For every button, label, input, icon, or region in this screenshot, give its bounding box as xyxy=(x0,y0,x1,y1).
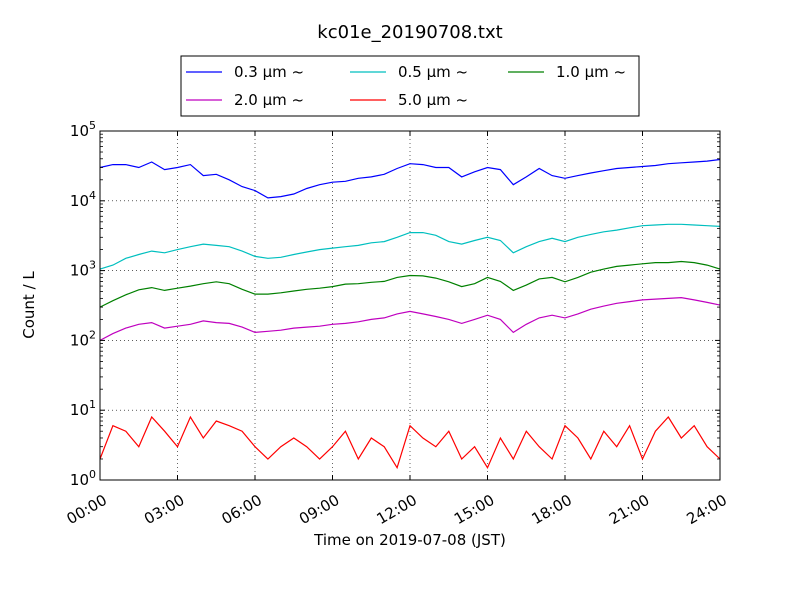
series-line-3 xyxy=(99,296,721,341)
legend-label-2: 1.0 μm ~ xyxy=(556,63,626,81)
y-tick-label: 101 xyxy=(70,398,96,419)
legend-box xyxy=(180,55,640,117)
grid xyxy=(100,131,720,480)
series-layer xyxy=(99,158,721,470)
series-line-0 xyxy=(99,158,721,199)
legend-label-3: 2.0 μm ~ xyxy=(234,91,304,109)
x-tick-label: 24:00 xyxy=(684,491,730,528)
y-tick-label: 102 xyxy=(70,328,96,349)
legend-label-1: 0.5 μm ~ xyxy=(398,63,468,81)
x-tick-label: 21:00 xyxy=(606,491,652,528)
x-tick-label: 03:00 xyxy=(141,491,187,528)
x-tick-label: 15:00 xyxy=(451,491,497,528)
x-tick-label: 09:00 xyxy=(296,491,342,528)
y-axis-label: Count / L xyxy=(20,271,38,339)
x-tick-label: 18:00 xyxy=(529,491,575,528)
y-tick-label: 100 xyxy=(70,468,96,489)
x-tick-label: 12:00 xyxy=(374,491,420,528)
legend-label-0: 0.3 μm ~ xyxy=(234,63,304,81)
legend: 0.3 μm ~ 0.5 μm ~ 1.0 μm ~ 2.0 μm ~ 5.0 μm ~ xyxy=(180,55,640,117)
y-tick-label: 105 xyxy=(70,119,96,140)
series-line-1 xyxy=(99,223,721,270)
x-tick-label: 06:00 xyxy=(219,491,265,528)
y-tick-label: 103 xyxy=(70,259,96,280)
chart-title: kc01e_20190708.txt xyxy=(317,22,502,43)
x-tick-label: 00:00 xyxy=(64,491,110,528)
series-line-4 xyxy=(99,415,721,470)
x-axis-label: Time on 2019-07-08 (JST) xyxy=(313,531,506,549)
series-line-2 xyxy=(99,260,721,308)
legend-label-4: 5.0 μm ~ xyxy=(398,91,468,109)
y-tick-label: 104 xyxy=(70,189,96,210)
